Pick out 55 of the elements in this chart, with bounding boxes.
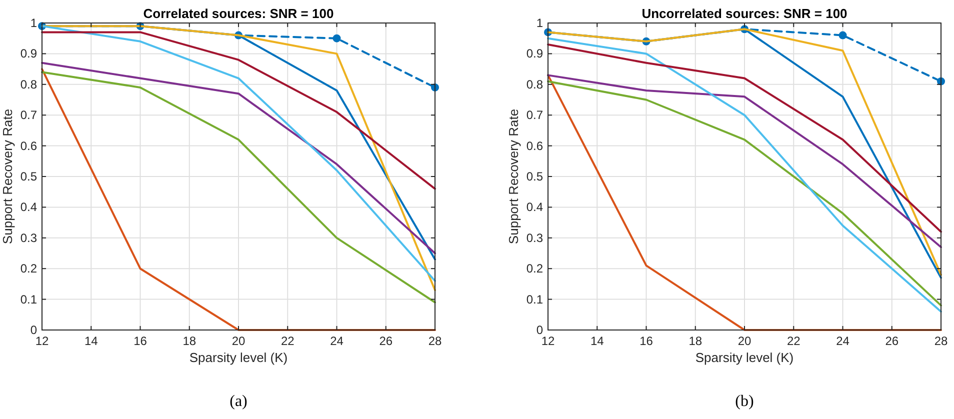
x-tick-label: 28 — [428, 334, 442, 348]
point — [838, 31, 847, 40]
x-axis-title: Sparsity level (K) — [695, 350, 794, 365]
y-axis-title: Support Recovery Rate — [506, 108, 521, 244]
x-tick-label: 20 — [738, 334, 752, 348]
point — [332, 34, 341, 42]
x-tick-label: 24 — [330, 334, 344, 348]
y-tick-label: 0.3 — [526, 230, 544, 245]
x-tick-label: 16 — [134, 334, 148, 348]
x-tick-label: 18 — [688, 334, 702, 348]
x-tick-label: 28 — [934, 334, 948, 348]
x-tick-label: 26 — [379, 334, 393, 348]
x-tick-label: 12 — [541, 334, 555, 348]
x-tick-label: 14 — [84, 334, 98, 348]
y-tick-label: 0.4 — [20, 200, 38, 214]
y-tick-label: 1 — [536, 16, 544, 30]
y-tick-label: 0.5 — [526, 170, 544, 184]
y-tick-label: 0.6 — [20, 138, 38, 153]
x-tick-label: 24 — [836, 334, 850, 348]
x-tick-label: 14 — [590, 334, 604, 348]
x-tick-label: 12 — [35, 334, 49, 348]
x-tick-label: 20 — [232, 334, 246, 348]
y-tick-label: 0.8 — [20, 77, 38, 92]
y-tick-label: 0.4 — [526, 200, 544, 214]
y-tick-label: 0.9 — [526, 46, 544, 61]
line-series — [547, 43, 942, 233]
y-tick-label: 0.7 — [20, 108, 38, 122]
y-tick-label: 0.2 — [526, 262, 544, 276]
y-tick-label: 0.7 — [526, 108, 544, 122]
chart-title: Uncorrelated sources: SNR = 100 — [642, 6, 848, 21]
y-tick-label: 0.1 — [526, 292, 544, 306]
line-series — [41, 31, 436, 190]
x-tick-label: 16 — [640, 334, 654, 348]
y-tick-label: 0.2 — [20, 262, 38, 276]
text: (a) — [230, 393, 248, 410]
y-tick-label: 0 — [536, 323, 544, 337]
x-tick-label: 18 — [182, 334, 196, 348]
y-tick-label: 0.5 — [20, 170, 38, 184]
chart-title: Correlated sources: SNR = 100 — [143, 6, 334, 21]
y-tick-label: 1 — [30, 16, 38, 30]
x-tick-label: 26 — [885, 334, 899, 348]
line-series — [547, 74, 942, 248]
y-axis-title: Support Recovery Rate — [0, 108, 15, 244]
line-series — [41, 62, 436, 254]
y-tick-label: 0.1 — [20, 292, 38, 306]
y-tick-label: 0.6 — [526, 138, 544, 153]
y-tick-label: 0.3 — [20, 230, 38, 245]
y-tick-label: 0 — [30, 323, 38, 337]
line-series — [547, 37, 942, 313]
y-tick-label: 0.8 — [526, 77, 544, 92]
x-axis-title: Sparsity level (K) — [189, 350, 288, 365]
y-tick-label: 0.9 — [20, 46, 38, 61]
x-tick-label: 22 — [786, 334, 801, 348]
x-tick-label: 22 — [280, 334, 295, 348]
text: (b) — [735, 393, 754, 410]
